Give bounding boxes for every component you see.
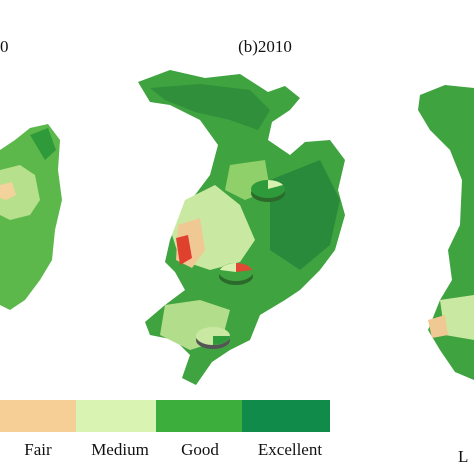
map-region xyxy=(0,165,40,220)
legend-label: Medium xyxy=(91,440,149,459)
pie-slice xyxy=(268,180,283,189)
panel-title: 0 xyxy=(0,37,9,56)
map-region xyxy=(0,182,16,200)
map-region xyxy=(270,160,340,270)
map-region xyxy=(440,295,474,340)
right-map xyxy=(418,85,474,380)
legend-label: Excellent xyxy=(258,440,322,459)
legend-swatch xyxy=(76,400,156,432)
map-region xyxy=(150,84,270,130)
panel-title: (b)2010 xyxy=(238,37,292,56)
left-map xyxy=(0,124,62,310)
legend-label: Good xyxy=(181,440,219,459)
map-region xyxy=(176,235,192,265)
pie-slice xyxy=(220,263,236,272)
pie-slice xyxy=(236,263,252,272)
legend-label: Fair xyxy=(24,440,52,459)
pie xyxy=(219,263,253,285)
legend: Fair Medium Good Excellent xyxy=(0,400,330,459)
map-region xyxy=(30,128,56,160)
center-map xyxy=(138,70,345,385)
map-region xyxy=(428,315,448,338)
legend-swatch xyxy=(242,400,330,432)
corner-text: L xyxy=(458,447,468,466)
legend-swatch xyxy=(0,400,76,432)
pie-slice xyxy=(213,336,230,345)
pie xyxy=(251,180,285,202)
legend-swatch xyxy=(156,400,242,432)
pie xyxy=(196,327,230,349)
